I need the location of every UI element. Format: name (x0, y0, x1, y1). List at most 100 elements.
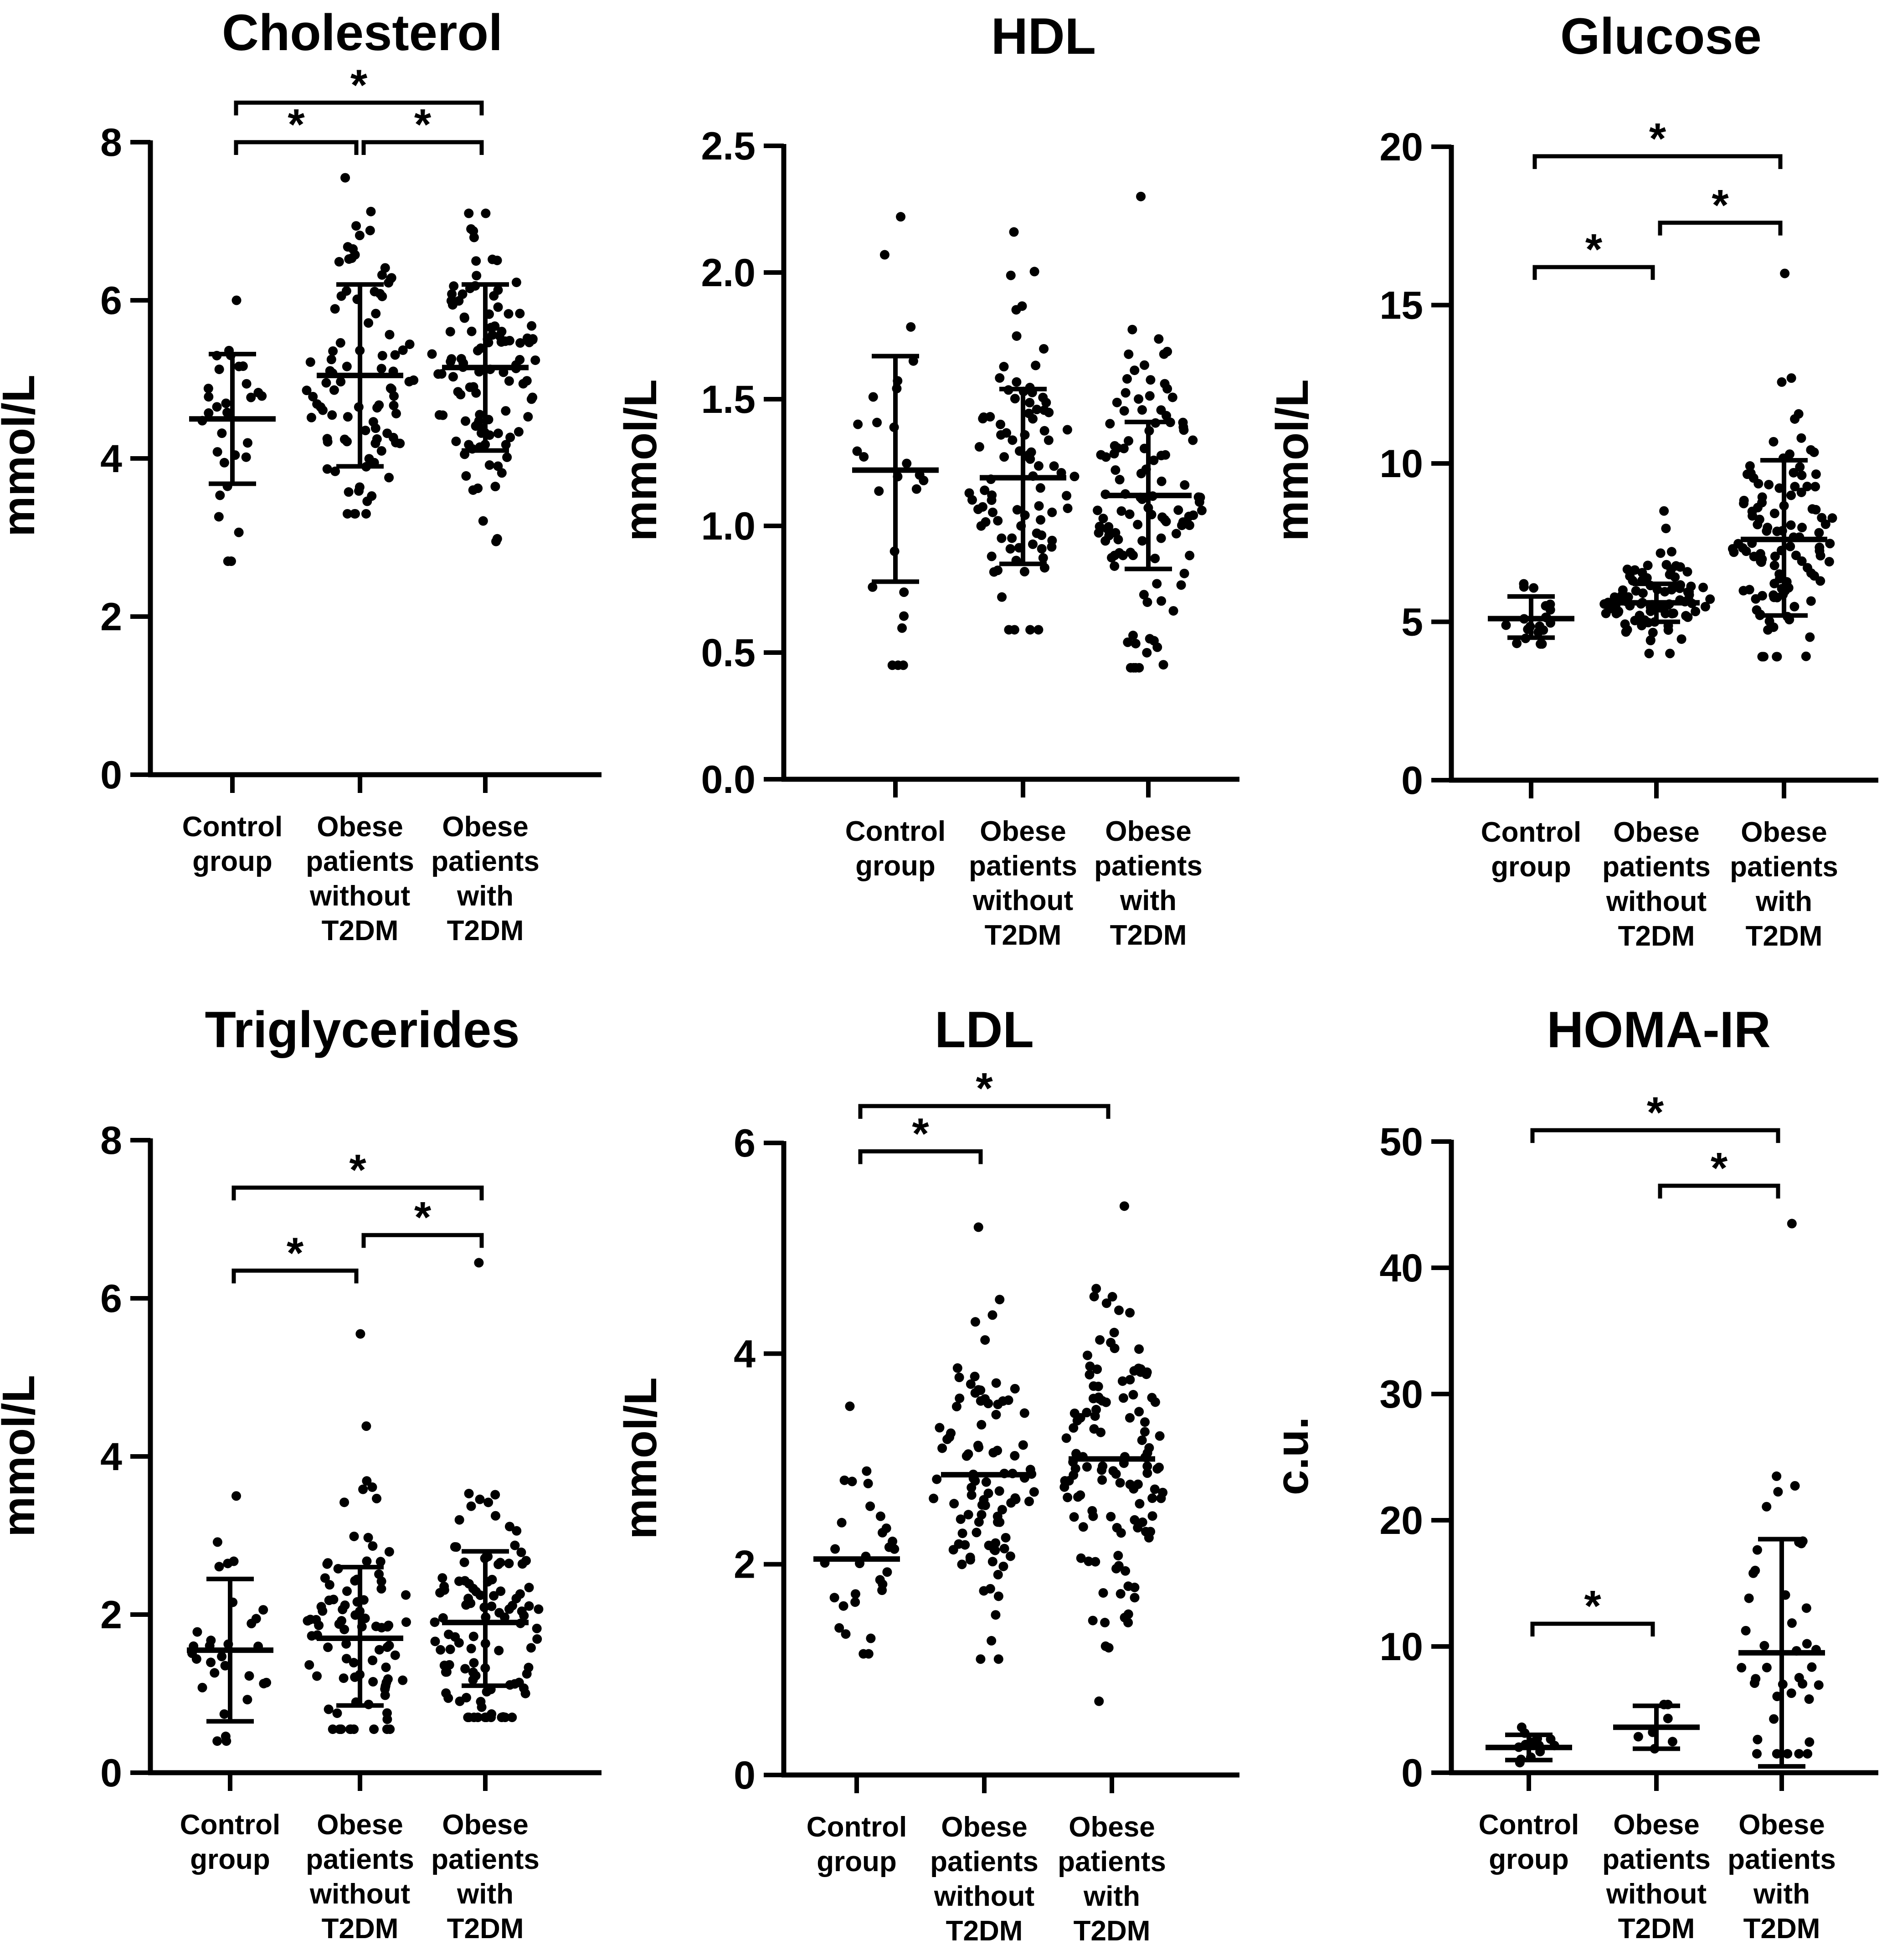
data-point (487, 1574, 497, 1584)
data-point (384, 1547, 394, 1557)
data-point (516, 1547, 526, 1557)
data-point (1150, 553, 1160, 563)
data-point (1787, 1219, 1797, 1229)
x-category-label-line: without (1606, 886, 1707, 917)
data-point (210, 1668, 220, 1678)
x-category-label-line: Obese (1105, 816, 1192, 847)
data-point (346, 1724, 356, 1734)
data-point (1749, 1678, 1759, 1688)
data-point (1158, 660, 1168, 670)
x-category-label-line: without (309, 880, 410, 912)
y-tick-label: 40 (1379, 1246, 1423, 1290)
data-point (1545, 605, 1555, 615)
data-point (449, 281, 459, 291)
data-point (1749, 551, 1759, 561)
data-point (459, 313, 469, 323)
y-tick-label: 6 (100, 1277, 122, 1321)
data-point (1106, 1338, 1116, 1348)
data-point (1794, 409, 1804, 419)
data-point (1824, 557, 1834, 567)
data-point (1146, 375, 1156, 385)
data-point (1752, 1545, 1762, 1555)
data-point (1785, 541, 1795, 551)
data-point (1011, 1494, 1021, 1504)
data-point (1125, 1308, 1135, 1318)
data-point (919, 475, 929, 485)
x-category-label-line: patients (1730, 851, 1838, 883)
data-point (242, 1695, 252, 1705)
data-point (523, 412, 533, 422)
data-point (1798, 1679, 1808, 1689)
data-point (1128, 1390, 1138, 1400)
data-point (977, 1510, 987, 1520)
data-point (1815, 576, 1825, 586)
y-tick-label: 0 (1401, 759, 1423, 803)
data-point (1752, 605, 1762, 615)
data-point (1802, 1639, 1812, 1649)
data-point (312, 1671, 322, 1681)
data-point (1645, 606, 1656, 616)
data-point (382, 1724, 392, 1734)
x-category-label-line: without (972, 885, 1073, 916)
data-point (974, 1517, 984, 1527)
data-point (253, 388, 263, 398)
data-point (335, 338, 345, 348)
panel-homa-ir: HOMA-IR c.u. 0 10 20 30 40 50 Control group Obese p… (1267, 1001, 1878, 1945)
data-point (374, 1569, 384, 1579)
data-point (1130, 1582, 1140, 1592)
data-point (1794, 1749, 1804, 1759)
data-point (361, 1421, 371, 1431)
data-point (496, 1586, 506, 1596)
data-point (1134, 1344, 1144, 1354)
data-point (371, 309, 381, 319)
data-point (1076, 1553, 1086, 1563)
data-point (1809, 447, 1819, 457)
data-point (1069, 1423, 1079, 1433)
data-point (221, 398, 231, 408)
data-point (323, 437, 333, 447)
data-point (1012, 377, 1022, 387)
data-point (466, 224, 476, 234)
x-category-label-line: without (934, 1881, 1034, 1912)
data-point (1130, 1593, 1140, 1603)
data-point (1705, 594, 1715, 604)
data-point (1814, 528, 1824, 538)
data-point (336, 291, 346, 301)
data-point (974, 442, 984, 452)
panel-glucose: Glucose mmol/L 0 5 10 15 20 Control group Obese pa… (1267, 8, 1878, 952)
data-point (401, 1590, 411, 1600)
data-point (1648, 628, 1658, 638)
data-point (1667, 1737, 1677, 1747)
data-point (1529, 583, 1539, 593)
data-point (1036, 515, 1046, 525)
data-point (1011, 305, 1021, 315)
data-point (834, 1623, 844, 1633)
data-point (341, 1654, 351, 1664)
data-point (899, 587, 909, 597)
data-point (439, 1661, 449, 1671)
data-point (365, 226, 375, 236)
data-point (987, 1557, 997, 1567)
x-category-label-line: group (1489, 1844, 1569, 1875)
data-point (1762, 526, 1772, 536)
data-point (1144, 1443, 1154, 1453)
data-point (1100, 1618, 1110, 1628)
data-point (320, 1573, 330, 1583)
significance-star: * (287, 1229, 304, 1277)
data-point (1136, 191, 1146, 201)
data-point (1150, 1484, 1160, 1494)
x-category-label-line: group (192, 846, 272, 877)
data-point (214, 364, 224, 374)
data-point (977, 1420, 987, 1430)
data-point (1142, 1461, 1152, 1471)
data-point (339, 1673, 349, 1683)
data-point (1665, 648, 1675, 658)
data-point (448, 372, 458, 382)
data-point (437, 1573, 447, 1583)
y-tick-label: 20 (1379, 125, 1423, 169)
data-point (336, 377, 346, 387)
data-point (954, 1373, 964, 1383)
data-point (487, 330, 497, 340)
data-point (1010, 1384, 1020, 1394)
data-point (1814, 1680, 1824, 1690)
